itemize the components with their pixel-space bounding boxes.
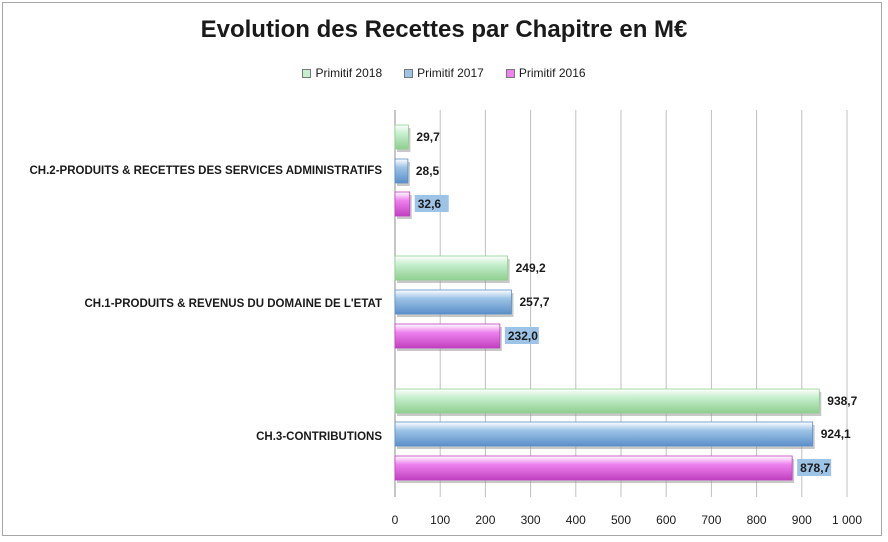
bar — [394, 191, 411, 217]
chart-title: Evolution des Recettes par Chapitre en M… — [200, 16, 688, 43]
data-label-bg — [504, 327, 539, 344]
data-label: 232,0 — [508, 329, 538, 343]
data-label: 878,7 — [800, 461, 830, 475]
legend-swatch-2017 — [404, 68, 414, 78]
bar — [394, 255, 509, 281]
x-tick-label: 200 — [475, 513, 495, 527]
legend-label-2016: Primitif 2016 — [518, 66, 586, 80]
legend-label-2018: Primitif 2018 — [315, 66, 383, 80]
data-label: 32,6 — [418, 197, 442, 211]
category-label: CH.3-CONTRIBUTIONS — [256, 431, 382, 443]
data-label: 938,7 — [827, 394, 857, 408]
bar — [394, 421, 814, 447]
x-tick-label: 100 — [430, 513, 450, 527]
category-label: CH.1-PRODUITS & REVENUS DU DOMAINE DE L'… — [85, 298, 383, 310]
bar — [394, 455, 793, 481]
bar — [394, 388, 820, 414]
legend-label-2017: Primitif 2017 — [417, 66, 484, 80]
legend-swatch-2018 — [302, 68, 312, 78]
legend-item-2017: Primitif 2017 — [404, 66, 484, 80]
x-tick-label: 900 — [792, 513, 812, 527]
bar — [394, 124, 409, 150]
data-label: 29,7 — [416, 130, 440, 144]
data-label: 257,7 — [519, 295, 549, 309]
x-tick-label: 1 000 — [832, 513, 862, 527]
data-label: 924,1 — [821, 427, 851, 441]
x-tick-label: 500 — [611, 513, 631, 527]
data-label: 249,2 — [516, 261, 546, 275]
legend-item-2018: Primitif 2018 — [302, 66, 382, 80]
data-label-bg — [797, 459, 832, 476]
x-tick-label: 700 — [701, 513, 721, 527]
data-label-bg — [414, 195, 449, 212]
x-tick-label: 400 — [566, 513, 586, 527]
x-tick-label: 0 — [392, 513, 399, 527]
category-label: CH.2-PRODUITS & RECETTES DES SERVICES AD… — [30, 165, 383, 177]
bar — [394, 158, 409, 184]
bar — [394, 289, 512, 315]
x-tick-label: 800 — [747, 513, 767, 527]
x-tick-label: 300 — [521, 513, 541, 527]
x-tick-label: 600 — [656, 513, 676, 527]
bar — [394, 323, 501, 349]
data-label: 28,5 — [416, 164, 440, 178]
legend-swatch-2016 — [505, 68, 515, 78]
legend-item-2016: Primitif 2016 — [505, 66, 586, 80]
chart-legend: Primitif 2018 Primitif 2017 Primitif 201… — [0, 66, 888, 80]
